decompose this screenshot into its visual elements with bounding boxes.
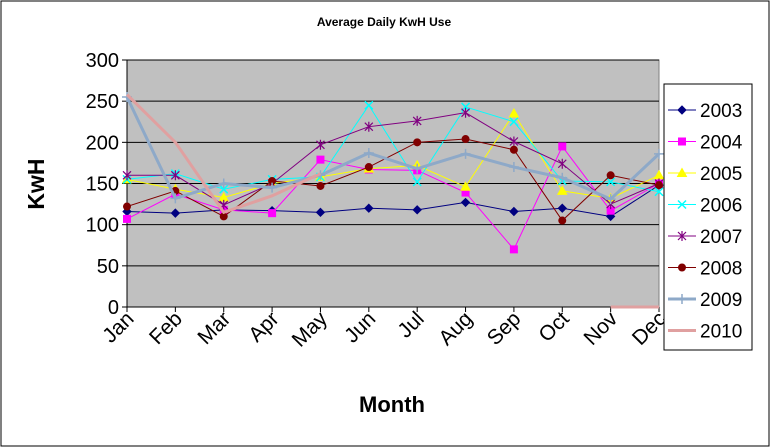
data-point: [678, 137, 686, 146]
data-point: [364, 121, 374, 132]
data-point: [412, 115, 422, 126]
data-point: [460, 197, 471, 208]
data-point: [654, 148, 664, 159]
data-point: [461, 135, 470, 144]
y-tick-label: 100: [86, 215, 119, 237]
legend-entries: 2003 2004 2005 2006 2007 2008 2009 2010: [668, 101, 743, 343]
data-point: [316, 181, 325, 190]
data-point: [315, 207, 326, 218]
series-line: [126, 145, 660, 251]
data-point: [170, 208, 181, 218]
data-point: [557, 172, 568, 183]
data-point: [122, 170, 132, 181]
data-point: [676, 167, 688, 177]
data-point: [170, 193, 181, 204]
data-point: [677, 294, 687, 304]
data-point: [509, 136, 519, 147]
data-point: [219, 212, 228, 221]
data-point: [461, 107, 470, 118]
legend-item: 2009: [668, 290, 742, 311]
series-layer: [121, 92, 665, 309]
y-tick-label: 300: [86, 50, 119, 72]
legend-item: 2004: [668, 133, 743, 154]
legend-item: 2007: [668, 227, 742, 248]
data-point: [508, 107, 520, 118]
data-point: [268, 209, 277, 218]
chart-title: Average Daily KwH Use: [317, 15, 452, 29]
data-point: [123, 202, 131, 211]
y-axis-title: KwH: [23, 158, 49, 209]
legend-label: 2003: [700, 101, 742, 122]
data-point: [364, 163, 373, 172]
data-point: [170, 170, 180, 181]
data-point: [509, 245, 518, 254]
data-point: [412, 177, 422, 187]
legend-label: 2008: [700, 259, 742, 280]
x-axis-title: Month: [359, 392, 425, 417]
data-point: [678, 263, 686, 272]
legend-label: 2010: [700, 322, 742, 343]
data-point: [460, 148, 471, 159]
data-point: [606, 171, 615, 180]
series-2008: [123, 135, 663, 225]
legend-item: 2008: [668, 259, 742, 280]
legend-item: 2006: [668, 196, 742, 217]
data-point: [412, 205, 422, 215]
data-point: [606, 177, 616, 187]
data-point: [509, 206, 519, 217]
legend-label: 2009: [700, 290, 742, 311]
y-tick-label: 0: [108, 297, 119, 319]
legend-label: 2005: [700, 164, 742, 185]
legend-item: 2003: [668, 101, 742, 122]
data-point: [557, 158, 567, 169]
legend-item: 2010: [668, 322, 742, 343]
data-point: [509, 145, 518, 154]
y-tick-label: 150: [86, 174, 119, 196]
y-axis: 0 50 100 150 200 250 300: [86, 50, 128, 319]
series-line: [126, 184, 660, 217]
data-point: [218, 178, 229, 189]
data-point: [267, 182, 278, 193]
data-point: [123, 214, 131, 223]
data-point: [556, 185, 568, 195]
y-tick-label: 200: [86, 132, 119, 154]
data-point: [460, 181, 471, 191]
data-point: [677, 105, 687, 115]
legend: [663, 83, 753, 351]
series-line: [126, 112, 660, 199]
legend-label: 2004: [700, 133, 743, 154]
data-point: [219, 184, 229, 194]
data-point: [316, 139, 325, 150]
data-point: [508, 162, 519, 173]
data-point: [412, 163, 423, 174]
data-point: [363, 148, 374, 159]
data-point: [677, 199, 687, 210]
gridlines: [127, 59, 659, 267]
data-point: [316, 155, 325, 164]
data-point: [677, 231, 687, 241]
data-point: [364, 203, 374, 213]
series-line: [126, 138, 660, 222]
y-tick-label: 250: [86, 91, 119, 113]
data-point: [509, 117, 519, 127]
legend-item: 2005: [668, 164, 742, 185]
data-point: [413, 138, 422, 147]
series-line: [125, 96, 661, 201]
data-point: [557, 203, 567, 213]
y-tick-label: 50: [97, 256, 119, 278]
data-point: [558, 216, 567, 225]
series-line: [125, 93, 322, 215]
series-2010: [125, 93, 659, 309]
data-point: [558, 142, 567, 151]
data-point: [605, 194, 616, 205]
data-point: [654, 187, 664, 197]
data-point: [655, 181, 663, 190]
legend-label: 2007: [700, 227, 742, 248]
data-point: [364, 100, 374, 110]
legend-label: 2006: [700, 196, 742, 217]
